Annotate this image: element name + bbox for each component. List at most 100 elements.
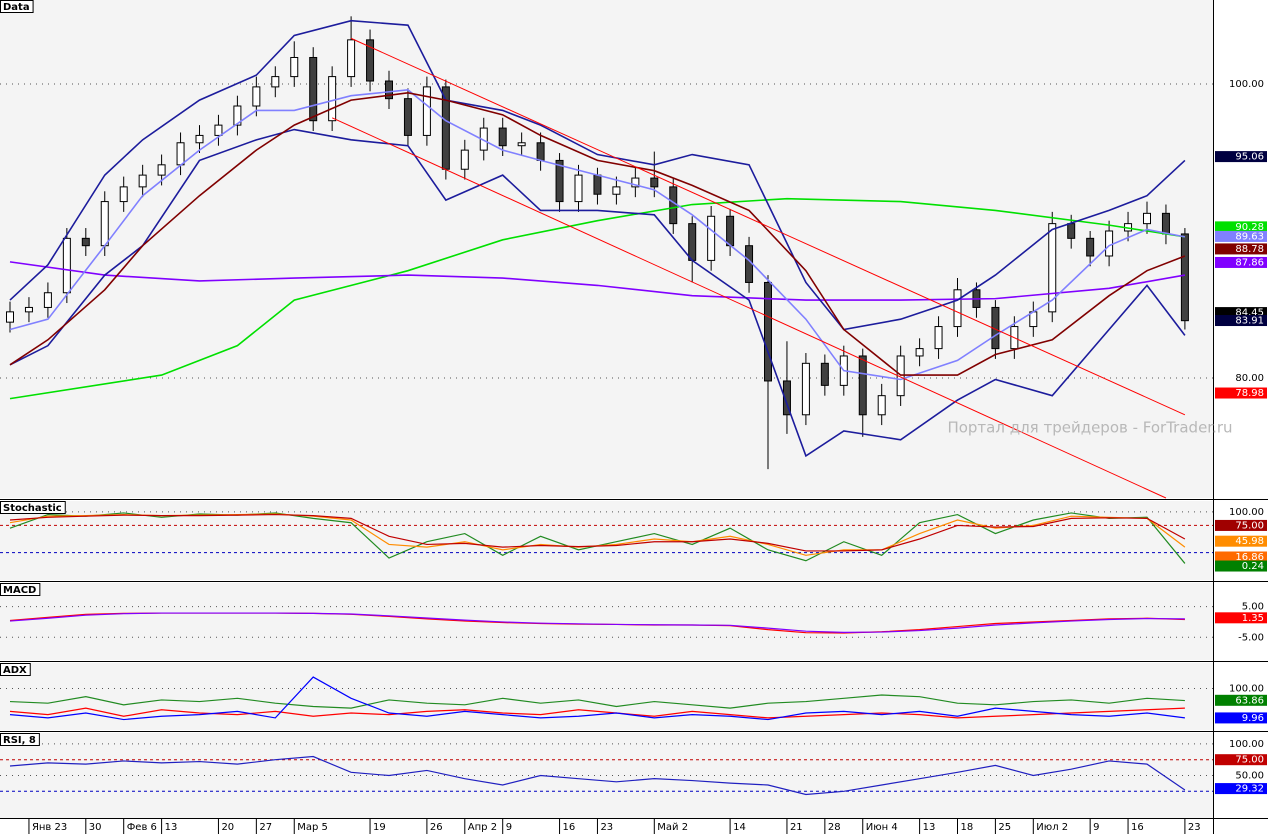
- candle-body: [403, 98, 412, 136]
- panel-title-box: [0, 501, 66, 514]
- candle-body: [1105, 230, 1114, 257]
- panel-title: MACD: [3, 585, 36, 596]
- price-marker: [1215, 256, 1267, 268]
- candle-body: [536, 142, 545, 161]
- candle-body: [214, 124, 223, 136]
- y-tick-label: 100.00: [1229, 79, 1264, 90]
- candle-body: [498, 127, 507, 147]
- overlay-line: [9, 89, 1186, 381]
- price-marker: [1215, 387, 1267, 399]
- x-tick-label: 23: [600, 822, 613, 833]
- candle-body: [366, 39, 375, 82]
- candle-body: [328, 76, 337, 122]
- candle-body: [1086, 237, 1095, 257]
- price-marker: [1215, 519, 1267, 531]
- candle-body: [157, 164, 166, 176]
- price-marker: [1215, 712, 1267, 724]
- x-tick-label: 30: [89, 822, 102, 833]
- candle-body: [593, 174, 602, 195]
- x-tick-label: 9: [1093, 822, 1099, 833]
- candle-body: [100, 201, 109, 247]
- overlay-line: [9, 128, 1186, 458]
- x-tick-label: 23: [1188, 822, 1201, 833]
- price-marker-label: 83.91: [1235, 316, 1264, 327]
- candle-body: [934, 326, 943, 350]
- price-marker: [1215, 612, 1267, 624]
- x-tick-label: 21: [790, 822, 803, 833]
- candle-body: [138, 174, 147, 188]
- price-marker: [1215, 307, 1267, 319]
- y-tick-label: 5.00: [1242, 602, 1264, 613]
- candle-body: [309, 56, 318, 122]
- panel-title: RSI, 8: [3, 735, 36, 746]
- candle-body: [1048, 223, 1057, 313]
- x-tick-label: 28: [828, 822, 841, 833]
- price-marker-label: 78.98: [1235, 388, 1264, 399]
- candle-body: [915, 348, 924, 357]
- candle-body: [688, 223, 697, 261]
- candle-body: [801, 362, 810, 416]
- candle-body: [1161, 212, 1170, 235]
- candle-body: [62, 237, 71, 294]
- x-tick-label: Июн 4: [866, 822, 898, 833]
- price-marker-label: 90.28: [1235, 222, 1264, 233]
- candle-body: [574, 174, 583, 203]
- overlay-line: [9, 261, 1186, 301]
- overlay-line: [9, 197, 1186, 400]
- trend-line: [350, 37, 1186, 416]
- x-tick-label: 26: [430, 822, 443, 833]
- y-tick-label: -5.00: [1238, 632, 1264, 643]
- candle-body: [650, 177, 659, 188]
- indicator-line: [9, 707, 1185, 719]
- panel-title-box: [0, 663, 31, 676]
- price-marker: [1215, 694, 1267, 706]
- candle-body: [271, 76, 280, 88]
- x-tick-label: Июл 2: [1036, 822, 1068, 833]
- candle-body: [252, 86, 261, 107]
- price-marker: [1215, 230, 1267, 242]
- candle-body: [953, 289, 962, 328]
- candle-body: [195, 134, 204, 144]
- price-marker-label: 87.86: [1235, 257, 1264, 268]
- macd-panel: [0, 583, 1213, 660]
- x-tick-label: 27: [259, 822, 272, 833]
- price-marker-label: 45.98: [1235, 536, 1264, 547]
- price-marker: [1215, 754, 1267, 766]
- candle-body: [119, 186, 128, 203]
- x-tick-label: 20: [221, 822, 234, 833]
- candle-body: [782, 380, 791, 416]
- x-tick-label: 18: [961, 822, 974, 833]
- candle-body: [347, 39, 356, 78]
- x-tick-label: Янв 23: [32, 822, 67, 833]
- x-tick-label: Апр 2: [468, 822, 497, 833]
- x-tick-label: Май 2: [657, 822, 688, 833]
- y-tick-label: 80.00: [1235, 373, 1264, 384]
- price-marker-label: 75.00: [1235, 755, 1264, 766]
- panel-title-box: [0, 583, 41, 596]
- candle-body: [707, 215, 716, 261]
- overlay-line: [9, 91, 1186, 376]
- price-marker: [1215, 783, 1267, 795]
- stochastic-panel: [0, 501, 1213, 580]
- y-tick-label: 50.00: [1235, 771, 1264, 782]
- candle-body: [820, 362, 829, 386]
- candle-body: [43, 292, 52, 308]
- adx-panel: [0, 663, 1213, 730]
- price-marker-label: 95.06: [1235, 152, 1264, 163]
- candle-body: [176, 142, 185, 166]
- price-marker: [1215, 551, 1267, 563]
- candle-body: [612, 186, 621, 195]
- panel-title: Stochastic: [3, 503, 62, 514]
- panel-title-box: [0, 733, 40, 746]
- main-panel: [0, 0, 1213, 498]
- price-marker-label: 1.35: [1242, 613, 1264, 624]
- x-tick-label: Мар 5: [297, 822, 328, 833]
- candle-body: [726, 215, 735, 247]
- candle-body: [517, 142, 526, 147]
- price-marker: [1215, 151, 1267, 163]
- x-tick-label: 16: [563, 822, 576, 833]
- price-marker-label: 75.00: [1235, 520, 1264, 531]
- x-tick-label: 14: [733, 822, 746, 833]
